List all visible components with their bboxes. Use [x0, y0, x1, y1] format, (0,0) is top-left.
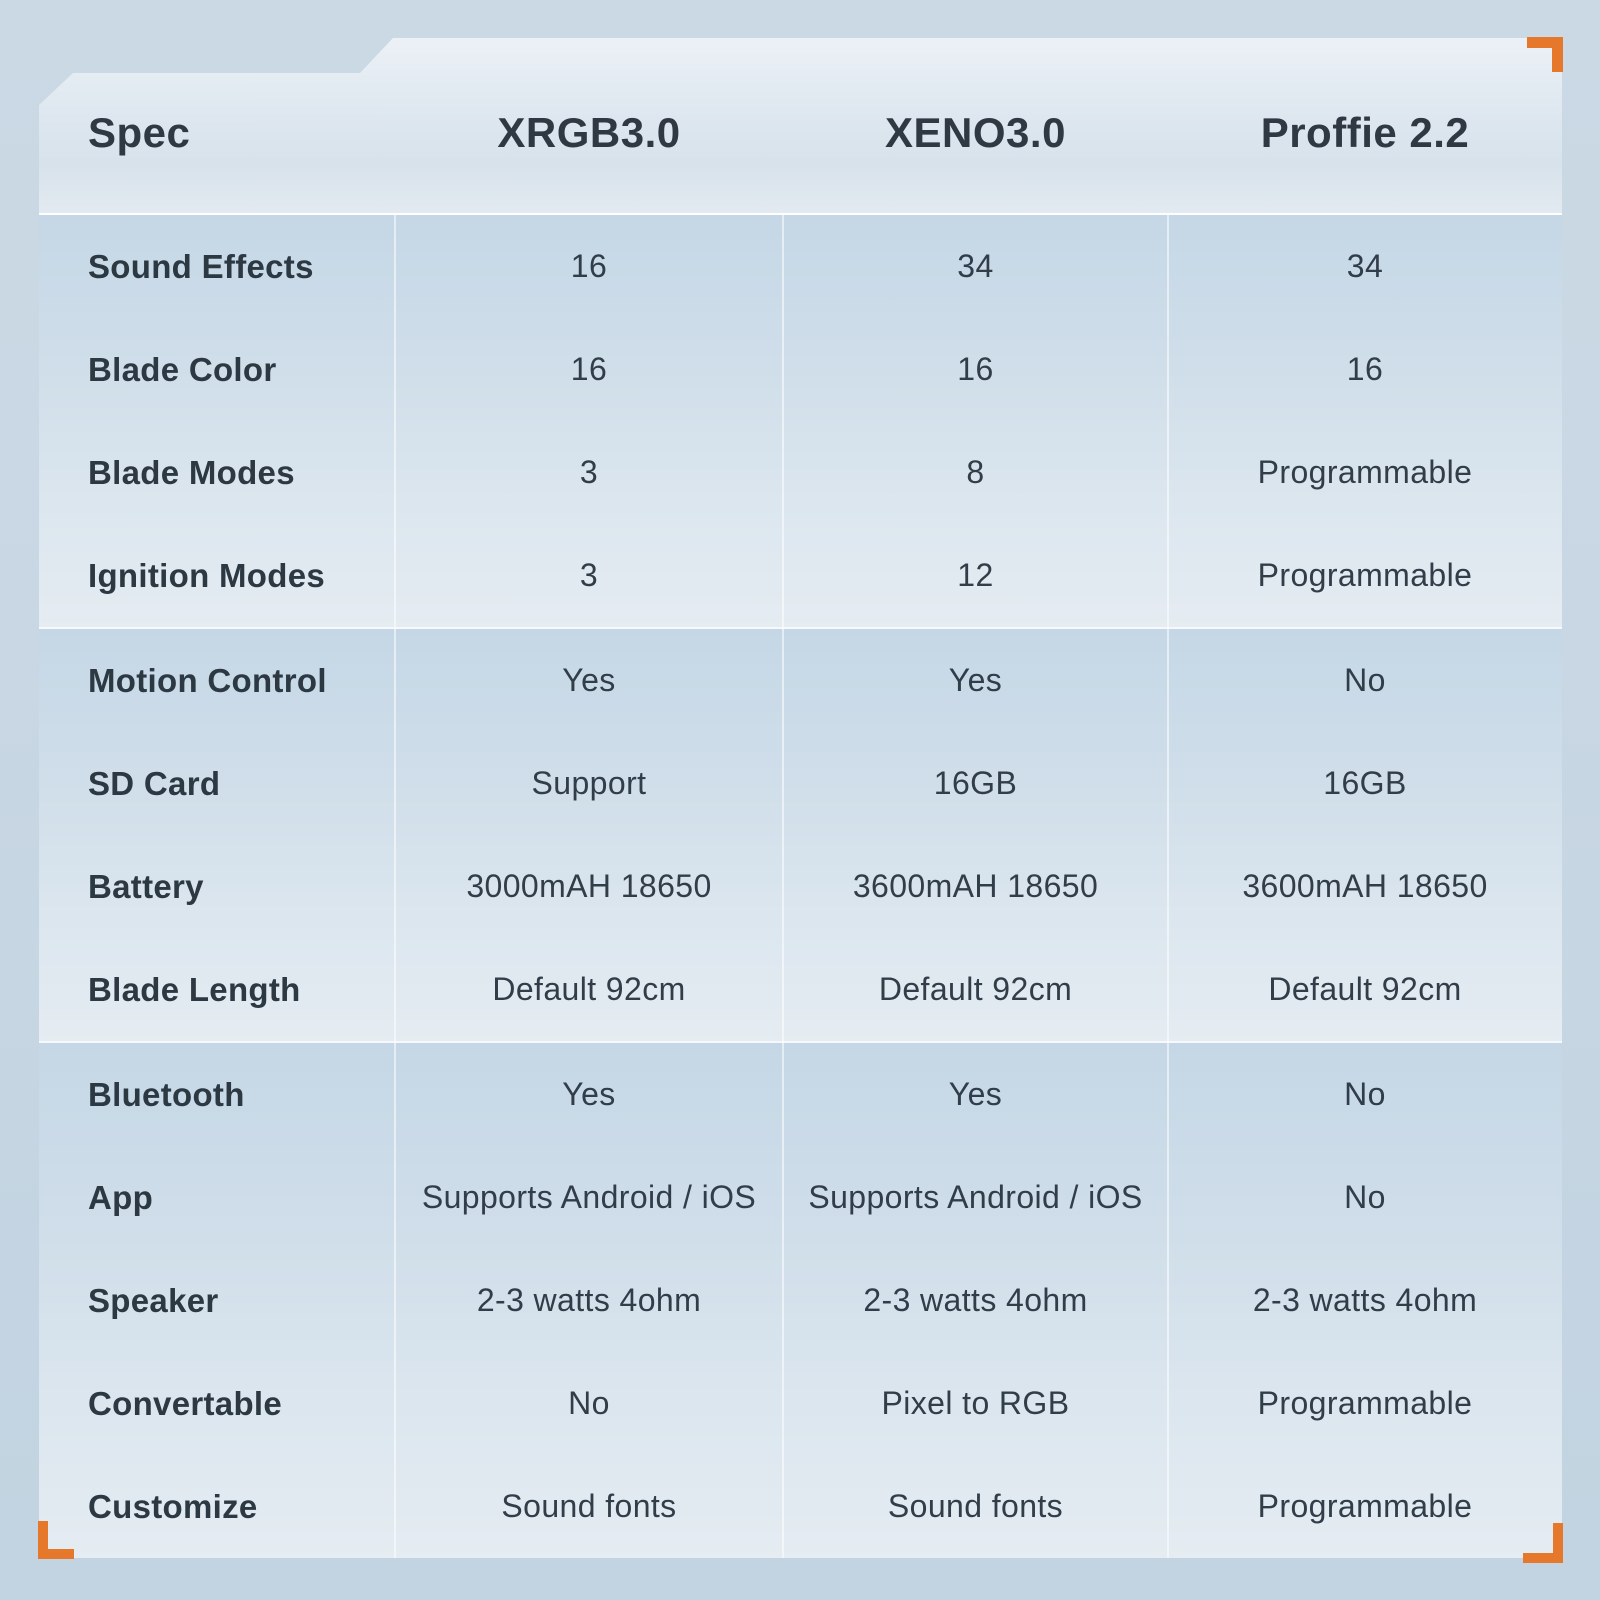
- spec-row-label: Speaker: [88, 1281, 219, 1319]
- spec-row-label: Ignition Modes: [88, 556, 326, 594]
- table-row: Customize Sound fonts Sound fonts Progra…: [39, 1455, 1562, 1558]
- spec-row-label: Sound Effects: [88, 247, 314, 285]
- spec-value-proffie: No: [1344, 662, 1386, 698]
- table-row: Sound Effects 16 34 34: [39, 215, 1562, 318]
- table-row: Motion Control Yes Yes No: [39, 629, 1562, 732]
- table-row: App Supports Android / iOS Supports Andr…: [39, 1146, 1562, 1249]
- spec-row-label: Blade Color: [88, 350, 277, 388]
- header-cell-product-1: XRGB3.0: [497, 108, 681, 156]
- spec-row-label: Customize: [88, 1487, 258, 1525]
- spec-value-xrgb: 2-3 watts 4ohm: [476, 1282, 702, 1318]
- spec-value-proffie: No: [1344, 1076, 1386, 1112]
- spec-value-xeno: 8: [966, 454, 985, 490]
- comparison-card: Spec XRGB3.0 XENO3.0 Proffie 2.2 Sound E…: [39, 38, 1562, 1558]
- table-header-row: Spec XRGB3.0 XENO3.0 Proffie 2.2: [39, 38, 1562, 213]
- spec-value-xrgb: 3: [579, 557, 599, 593]
- spec-value-proffie: No: [1344, 1179, 1386, 1215]
- table-row: SD Card Support 16GB 16GB: [39, 732, 1562, 835]
- spec-row-label: SD Card: [88, 764, 221, 802]
- header-cell-product-3: Proffie 2.2: [1260, 108, 1470, 156]
- spec-row-label: App: [88, 1178, 154, 1216]
- spec-value-xeno: 34: [957, 248, 994, 284]
- spec-value-proffie: Programmable: [1257, 454, 1473, 490]
- table-row: Convertable No Pixel to RGB Programmable: [39, 1352, 1562, 1455]
- corner-bracket-bottom-left: [38, 1521, 74, 1559]
- table-row: Battery 3000mAH 18650 3600mAH 18650 3600…: [39, 835, 1562, 938]
- corner-bracket-top-right: [1527, 37, 1563, 72]
- spec-value-proffie: Programmable: [1257, 1488, 1473, 1524]
- spec-value-xrgb: Yes: [562, 1076, 616, 1112]
- table-body: Sound Effects 16 34 34 Blade Color 16 16…: [39, 213, 1562, 1558]
- spec-row-label: Bluetooth: [88, 1075, 245, 1113]
- spec-row-label: Blade Modes: [88, 453, 295, 491]
- table-row: Blade Color 16 16 16: [39, 318, 1562, 421]
- table-row: Speaker 2-3 watts 4ohm 2-3 watts 4ohm 2-…: [39, 1249, 1562, 1352]
- spec-value-xrgb: 16: [570, 351, 608, 387]
- spec-value-xrgb: No: [568, 1385, 610, 1421]
- table-row: Blade Modes 3 8 Programmable: [39, 421, 1562, 524]
- spec-value-xeno: 3600mAH 18650: [852, 868, 1099, 904]
- table-row: Bluetooth Yes Yes No: [39, 1043, 1562, 1146]
- spec-value-xrgb: 3000mAH 18650: [466, 868, 712, 904]
- spec-value-proffie: 16GB: [1323, 765, 1407, 801]
- spec-row-label: Motion Control: [88, 661, 327, 699]
- spec-value-xrgb: Default 92cm: [492, 971, 686, 1007]
- spec-value-xeno: 2-3 watts 4ohm: [863, 1282, 1088, 1318]
- spec-value-proffie: Programmable: [1257, 557, 1473, 593]
- spec-value-xrgb: Sound fonts: [501, 1488, 677, 1524]
- spec-value-proffie: Programmable: [1257, 1385, 1473, 1421]
- row-group-3: Bluetooth Yes Yes No App Supports Androi…: [39, 1041, 1562, 1558]
- spec-value-proffie: 2-3 watts 4ohm: [1252, 1282, 1478, 1318]
- spec-value-proffie: 34: [1346, 248, 1384, 284]
- row-group-2: Motion Control Yes Yes No SD Card Suppor…: [39, 627, 1562, 1041]
- spec-value-xeno: Yes: [948, 662, 1003, 698]
- spec-value-xeno: Pixel to RGB: [881, 1385, 1070, 1421]
- spec-row-label: Battery: [88, 867, 204, 905]
- spec-value-proffie: Default 92cm: [1268, 971, 1462, 1007]
- spec-value-xeno: Sound fonts: [887, 1488, 1064, 1524]
- corner-bracket-bottom-right: [1523, 1523, 1563, 1563]
- spec-value-xrgb: Yes: [562, 662, 616, 698]
- row-group-1: Sound Effects 16 34 34 Blade Color 16 16…: [39, 215, 1562, 627]
- spec-row-label: Blade Length: [88, 970, 301, 1008]
- table-row: Ignition Modes 3 12 Programmable: [39, 524, 1562, 627]
- spec-row-label: Convertable: [88, 1384, 283, 1422]
- spec-value-xrgb: Supports Android / iOS: [421, 1179, 757, 1215]
- header-cell-spec: Spec: [88, 108, 191, 156]
- spec-value-xrgb: 16: [570, 248, 608, 284]
- table-row: Blade Length Default 92cm Default 92cm D…: [39, 938, 1562, 1041]
- spec-value-xeno: Default 92cm: [878, 971, 1073, 1007]
- spec-value-xeno: Supports Android / iOS: [808, 1179, 1143, 1215]
- spec-value-xeno: 16: [957, 351, 994, 387]
- spec-value-proffie: 3600mAH 18650: [1242, 868, 1488, 904]
- spec-value-xrgb: Support: [531, 765, 647, 801]
- spec-value-xeno: 16GB: [933, 765, 1018, 801]
- spec-value-xeno: Yes: [948, 1076, 1003, 1112]
- spec-value-xrgb: 3: [579, 454, 599, 490]
- header-cell-product-2: XENO3.0: [885, 108, 1066, 156]
- spec-value-xeno: 12: [957, 557, 994, 593]
- spec-value-proffie: 16: [1346, 351, 1384, 387]
